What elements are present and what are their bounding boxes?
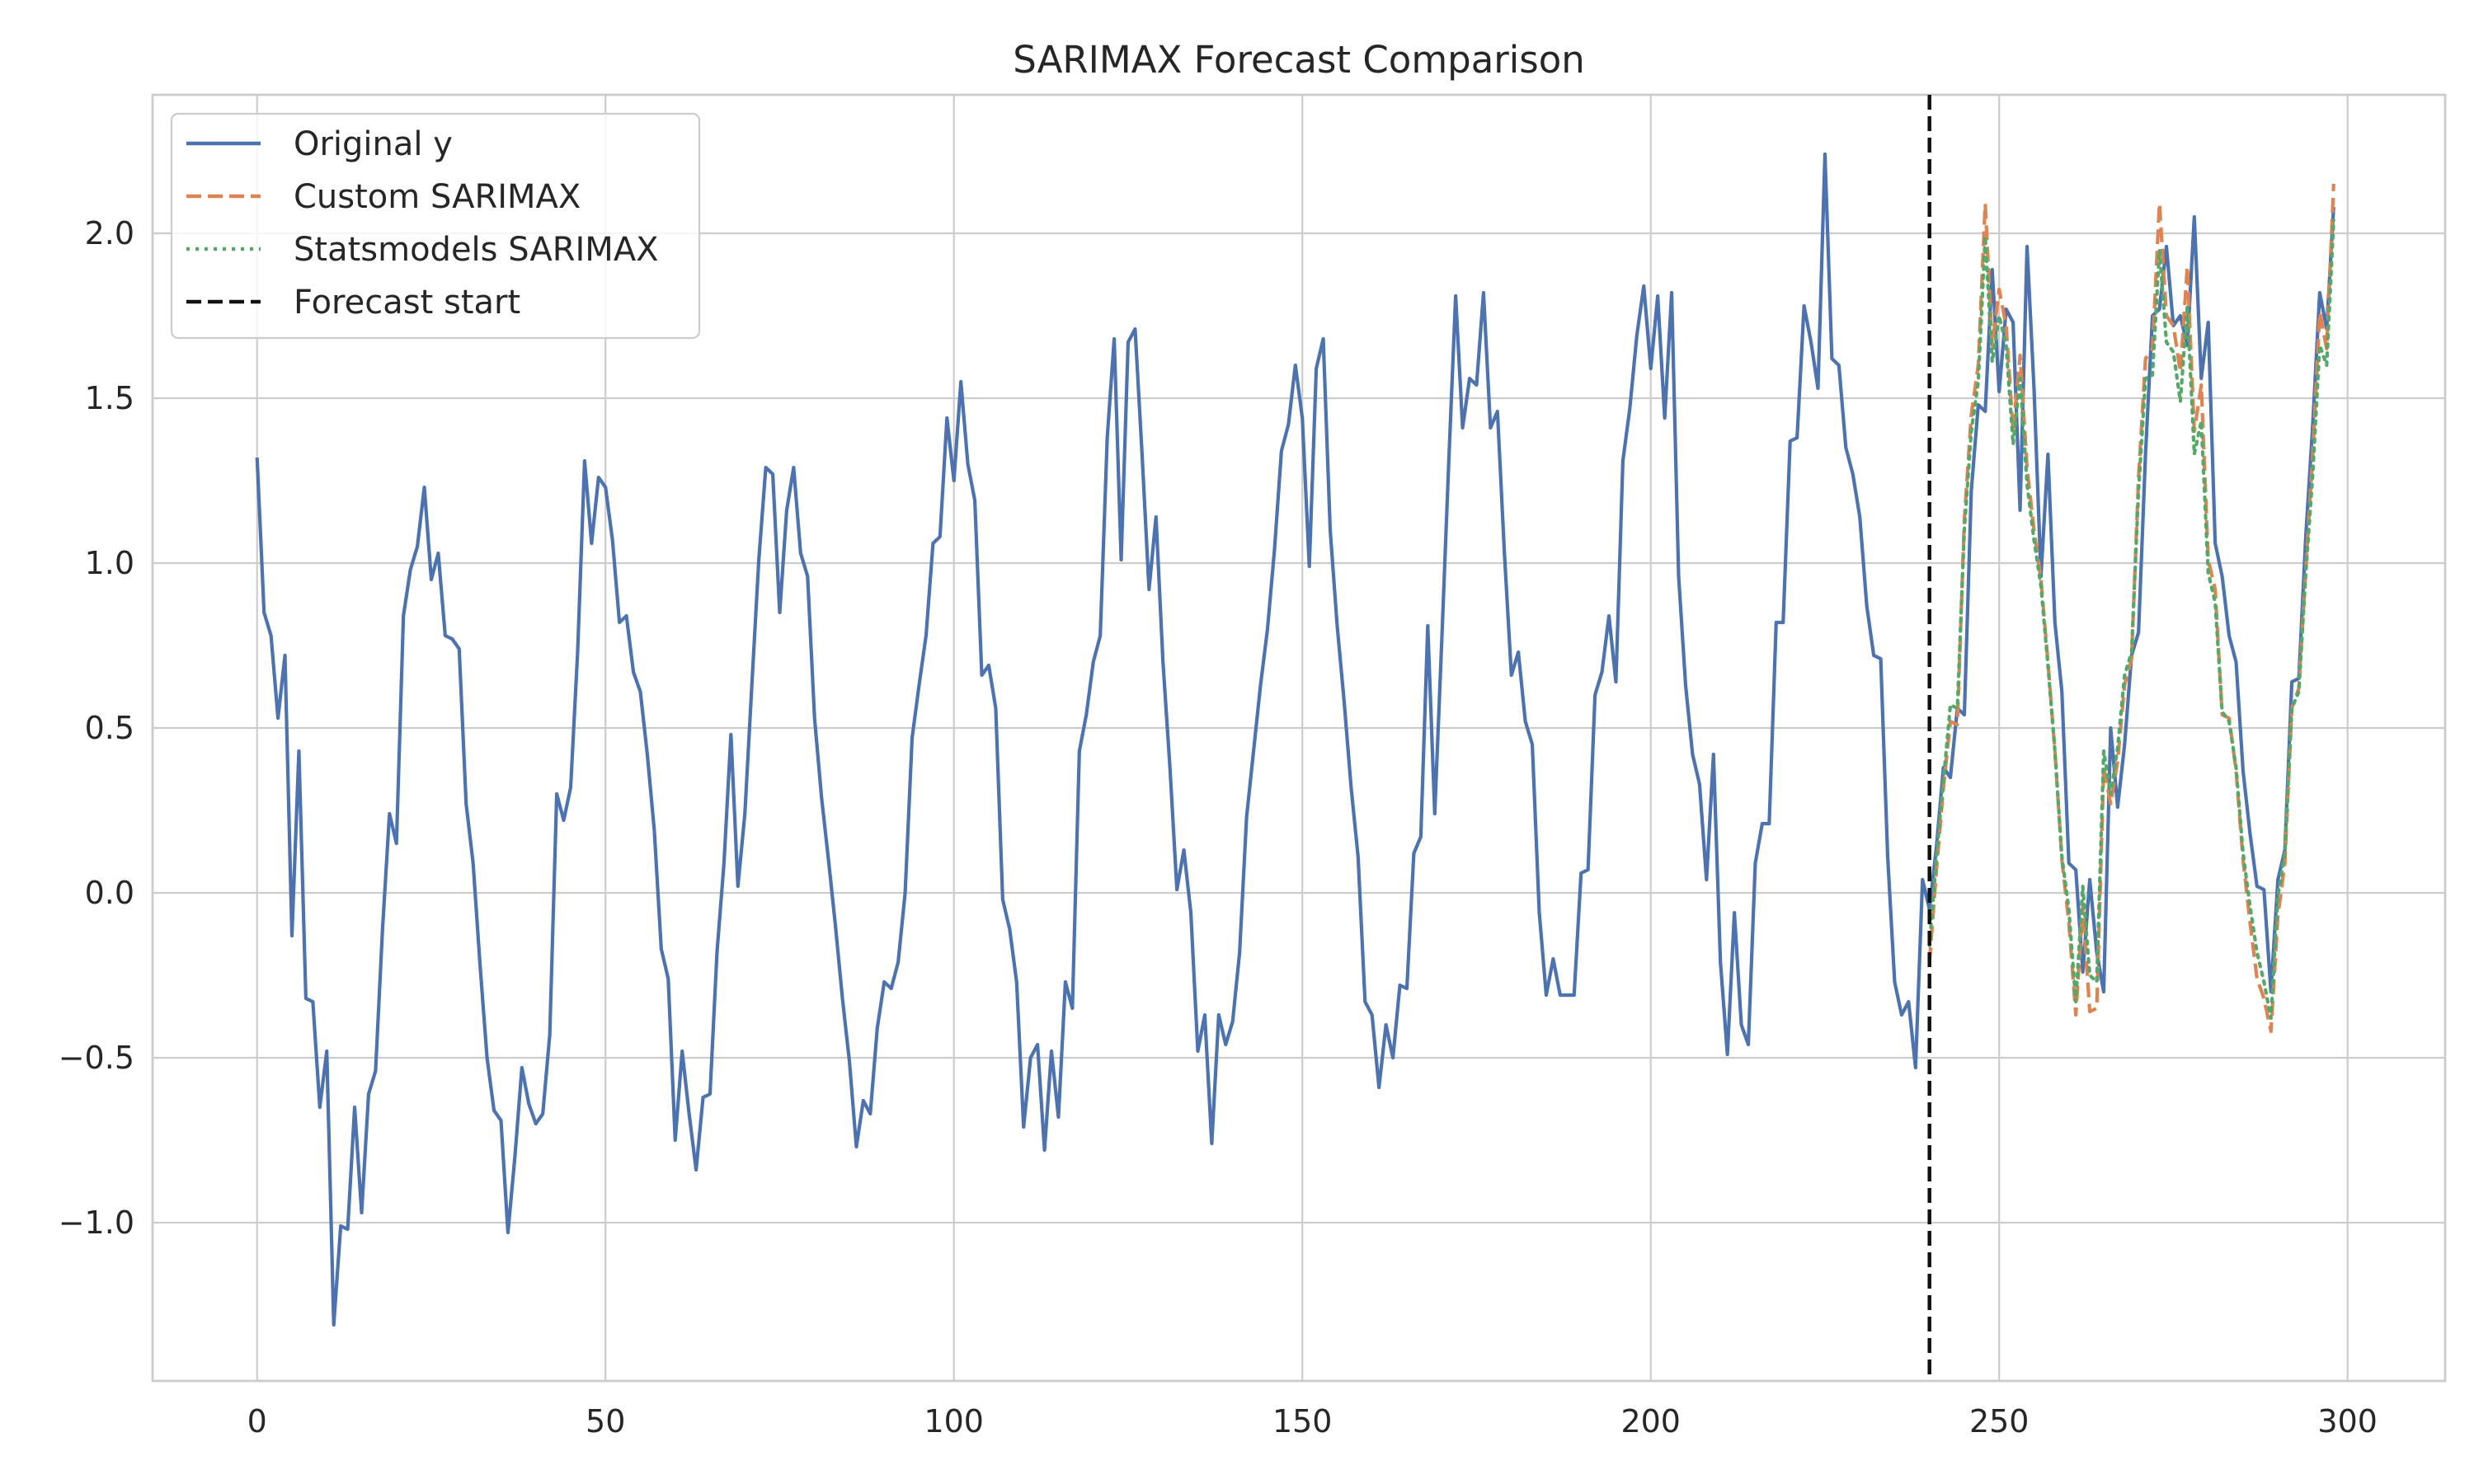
legend-label-custom-sarimax: Custom SARIMAX bbox=[294, 178, 581, 216]
y-tick-label: 1.5 bbox=[85, 380, 134, 416]
legend: Original y Custom SARIMAX Statsmodels SA… bbox=[170, 112, 701, 340]
series-layer bbox=[255, 95, 2335, 1381]
x-tick-label: 200 bbox=[1620, 1403, 1681, 1439]
y-tick-label: 2.0 bbox=[85, 215, 134, 251]
legend-label-forecast-start: Forecast start bbox=[294, 284, 520, 322]
x-tick-label: 250 bbox=[1969, 1403, 2030, 1439]
y-tick-label: 0.5 bbox=[85, 710, 134, 746]
legend-label-original-y: Original y bbox=[294, 125, 453, 163]
chart-title: SARIMAX Forecast Comparison bbox=[1013, 38, 1585, 82]
series-line-custom-sarimax bbox=[1927, 183, 2335, 1034]
y-tick-label: −0.5 bbox=[59, 1040, 134, 1076]
x-tick-label: 50 bbox=[586, 1403, 625, 1439]
x-tick-label: 100 bbox=[924, 1403, 984, 1439]
series-line-statsmodels-sarimax bbox=[1927, 218, 2335, 1021]
y-tick-label: −1.0 bbox=[59, 1205, 134, 1241]
legend-box bbox=[170, 112, 701, 340]
x-tick-label: 150 bbox=[1272, 1403, 1333, 1439]
x-axis-ticks: 0 50 100 150 200 250 300 bbox=[247, 1403, 2378, 1439]
legend-label-statsmodels-sarimax: Statsmodels SARIMAX bbox=[294, 231, 659, 269]
y-tick-label: 0.0 bbox=[85, 875, 134, 911]
x-tick-label: 300 bbox=[2317, 1403, 2378, 1439]
series-line-original-y bbox=[255, 152, 2335, 1327]
y-tick-label: 1.0 bbox=[85, 545, 134, 581]
plot-area bbox=[151, 93, 2447, 1383]
y-axis-ticks: −1.0 −0.5 0.0 0.5 1.0 1.5 2.0 bbox=[59, 215, 134, 1241]
x-tick-label: 0 bbox=[247, 1403, 267, 1439]
